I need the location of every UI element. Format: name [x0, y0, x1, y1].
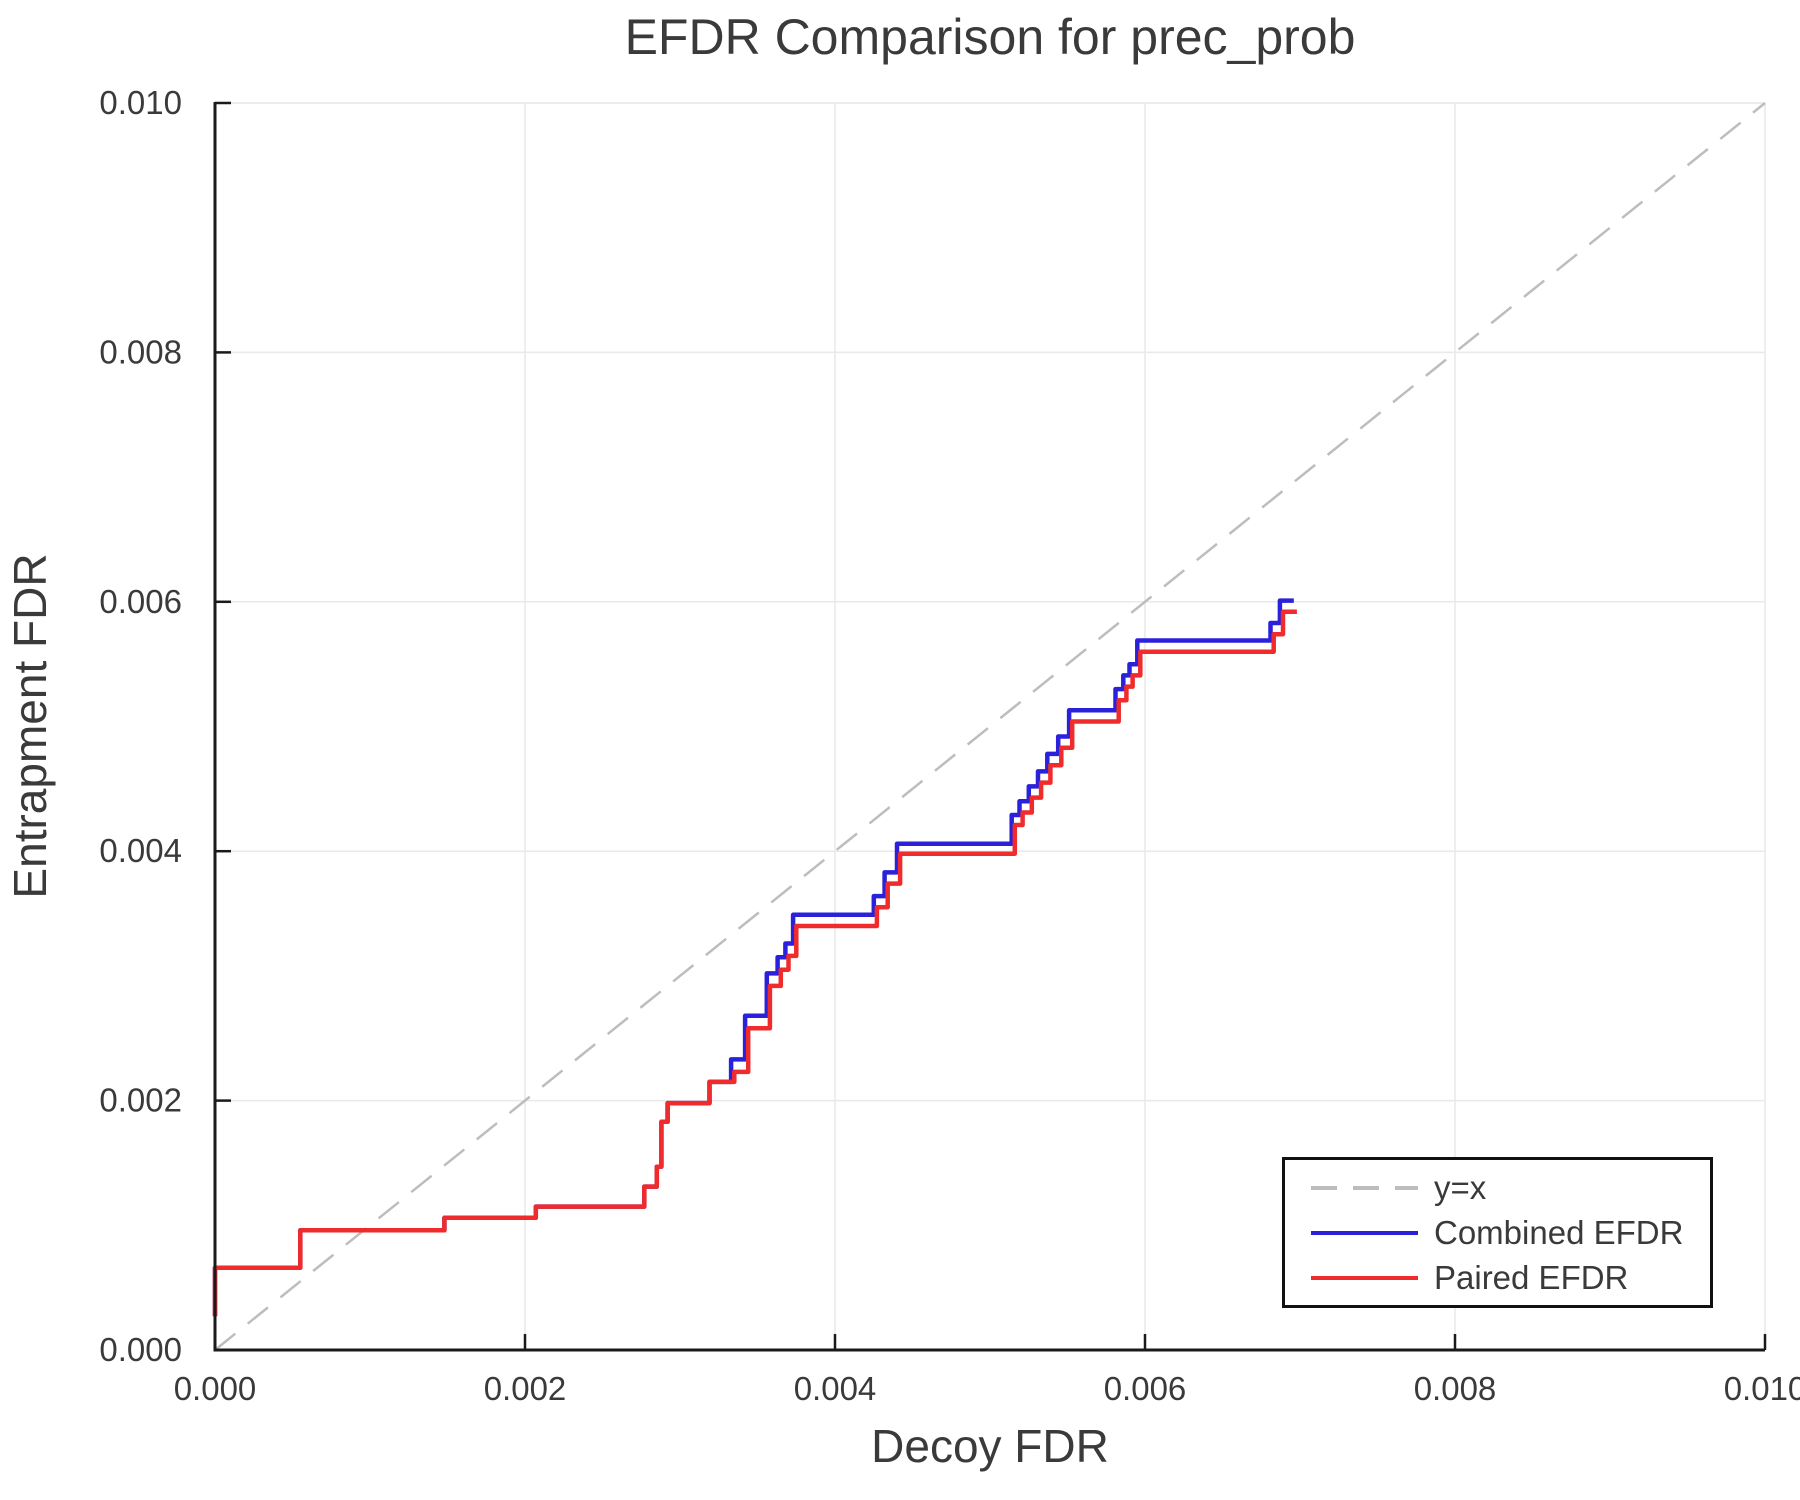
x-axis-label: Decoy FDR: [871, 1420, 1109, 1472]
y-axis-label: Entrapment FDR: [4, 553, 56, 898]
series-line-0: [212, 598, 1294, 1317]
y-tick-label: 0.006: [99, 583, 182, 620]
combined-line-swatch: [1311, 1230, 1418, 1235]
tick-labels: 0.000 0.002 0.004 0.006 0.008 0.010 0.000 0.002…: [99, 84, 1800, 1407]
gridlines: [215, 102, 1766, 1350]
legend-label-combined: Combined EFDR: [1434, 1214, 1684, 1251]
data-series: [212, 598, 1297, 1317]
legend-item-paired: Paired EFDR: [1311, 1258, 1710, 1298]
x-tick-label: 0.006: [1104, 1370, 1187, 1407]
identity-line: [214, 102, 1766, 1351]
paired-line-swatch: [1311, 1275, 1418, 1280]
x-tick-label: 0.008: [1414, 1370, 1497, 1407]
x-tick-label: 0.010: [1724, 1370, 1800, 1407]
x-tick-label: 0.004: [794, 1370, 877, 1407]
legend: y=x Combined EFDR Paired EFDR: [1282, 1157, 1713, 1308]
chart-title: EFDR Comparison for prec_prob: [625, 9, 1356, 65]
legend-label-identity: y=x: [1434, 1169, 1487, 1206]
y-tick-label: 0.000: [99, 1331, 182, 1368]
identity-dashed-line: [214, 102, 1766, 1351]
dashed-line-swatch: [1311, 1185, 1418, 1190]
legend-item-combined: Combined EFDR: [1311, 1213, 1710, 1253]
x-tick-label: 0.002: [484, 1370, 567, 1407]
y-tick-label: 0.002: [99, 1082, 182, 1119]
axes-spines: [213, 102, 1765, 1352]
y-tick-label: 0.010: [99, 84, 182, 121]
y-tick-label: 0.008: [99, 333, 182, 370]
tick-marks: [213, 101, 1767, 1352]
series-line-1: [212, 609, 1297, 1317]
legend-item-identity: y=x: [1311, 1168, 1710, 1208]
legend-label-paired: Paired EFDR: [1434, 1259, 1629, 1296]
x-tick-label: 0.000: [174, 1370, 257, 1407]
y-tick-label: 0.004: [99, 832, 182, 869]
